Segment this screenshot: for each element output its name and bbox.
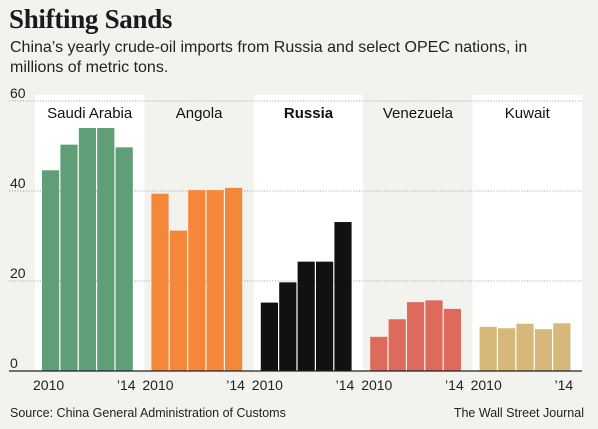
x-tick-label: ’14: [226, 377, 245, 393]
y-tick-label: 60: [10, 85, 26, 101]
y-tick-label: 40: [10, 175, 26, 191]
bar: [151, 193, 169, 371]
bar: [42, 170, 60, 371]
series-label: Kuwait: [505, 105, 551, 122]
bar: [479, 326, 497, 371]
bar: [534, 329, 552, 371]
x-tick-label: ’14: [336, 377, 355, 393]
bar: [206, 190, 224, 371]
bar: [260, 302, 278, 371]
bar: [297, 261, 315, 371]
bar: [316, 261, 334, 371]
x-tick-label: 2010: [142, 377, 173, 393]
x-tick-label: 2010: [361, 377, 392, 393]
x-tick-label: ’14: [554, 377, 573, 393]
bar: [370, 336, 388, 371]
bar: [78, 128, 96, 371]
bar: [516, 323, 534, 371]
bar: [279, 282, 297, 371]
bar: [225, 187, 243, 371]
publisher-credit: The Wall Street Journal: [453, 406, 584, 420]
x-tick-label: ’14: [117, 377, 136, 393]
bar: [334, 222, 352, 371]
y-tick-label: 0: [10, 355, 18, 371]
series-label: Saudi Arabia: [47, 105, 133, 122]
source-note: Source: China General Administration of …: [10, 406, 286, 420]
chart-title: Shifting Sands: [9, 4, 173, 34]
x-tick-label: 2010: [252, 377, 283, 393]
bar: [498, 328, 516, 371]
bar: [188, 190, 206, 371]
bar: [97, 128, 115, 371]
bar: [407, 302, 425, 371]
x-tick-label: 2010: [471, 377, 502, 393]
series-label: Venezuela: [383, 105, 454, 122]
bar: [169, 230, 187, 371]
x-tick-label: 2010: [33, 377, 64, 393]
series-label: Russia: [284, 105, 334, 122]
bar: [60, 144, 78, 371]
x-tick-label: ’14: [445, 377, 464, 393]
chart-subtitle: China’s yearly crude-oil imports from Ru…: [10, 39, 528, 76]
y-tick-label: 20: [10, 265, 26, 281]
bar: [388, 319, 406, 371]
bar: [425, 300, 443, 371]
bar: [553, 323, 571, 371]
bar: [443, 308, 461, 371]
series-label: Angola: [176, 105, 223, 122]
bar: [115, 147, 133, 371]
